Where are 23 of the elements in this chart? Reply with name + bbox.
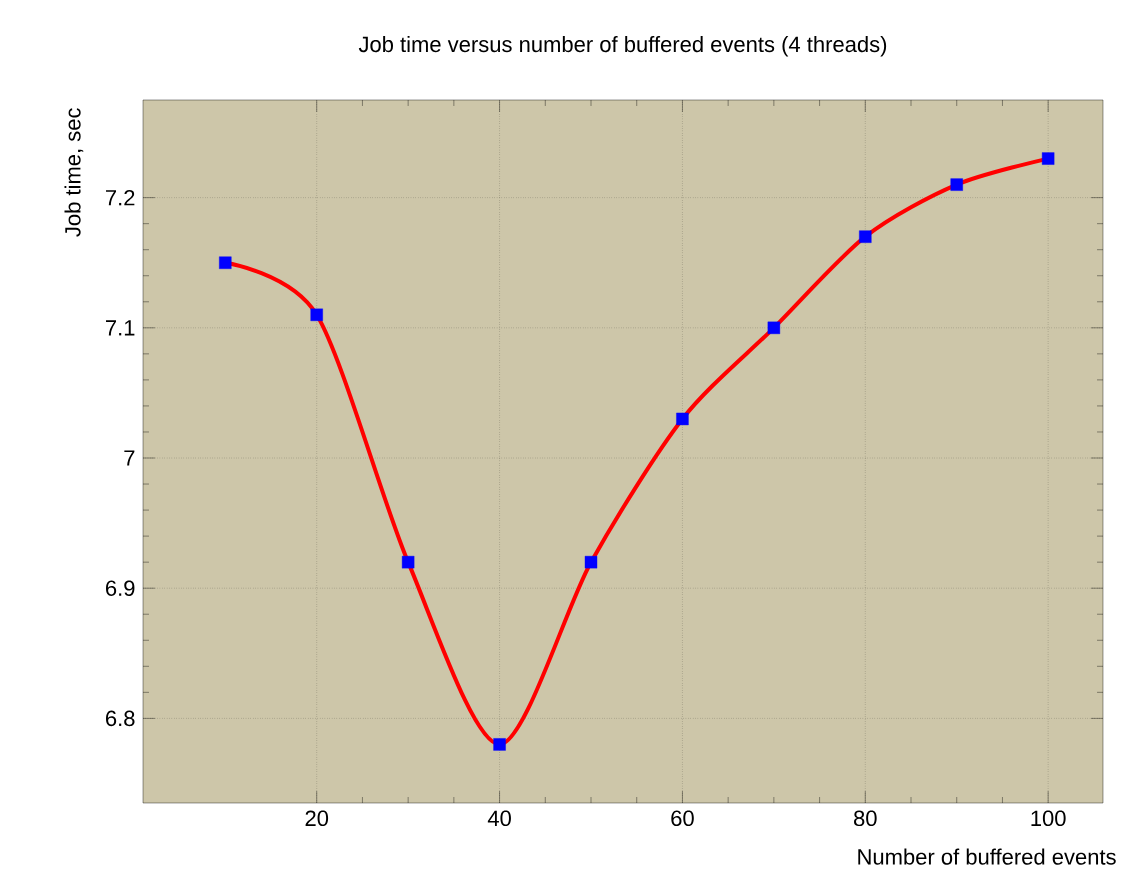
y-tick-label: 7.2 [106, 189, 135, 206]
y-tick-label: 7.1 [106, 320, 135, 336]
y-tick-label: 7 [124, 450, 135, 466]
point [950, 178, 963, 191]
x-tick-label: 80 [854, 810, 877, 827]
x-tick-label: 60 [671, 810, 694, 827]
point [767, 321, 781, 335]
point [310, 308, 323, 321]
point [1041, 152, 1055, 165]
point [584, 555, 598, 569]
x-tick-label: 100 [1031, 810, 1066, 827]
x-tick-label: 40 [487, 810, 511, 827]
point [493, 738, 506, 751]
point [676, 412, 689, 426]
point [859, 230, 872, 243]
y-tick-label: 6.9 [106, 580, 135, 596]
chart-title: Job time versus number of buffered events (4 threads) [358, 35, 887, 57]
point [401, 555, 415, 569]
y-tick-label: 6.8 [106, 710, 135, 727]
x-tick-label: 20 [305, 810, 329, 827]
x-axis-title: Number of buffered events [858, 848, 1116, 865]
point [219, 256, 232, 269]
y-axis-title: Job time, sec [64, 108, 84, 237]
